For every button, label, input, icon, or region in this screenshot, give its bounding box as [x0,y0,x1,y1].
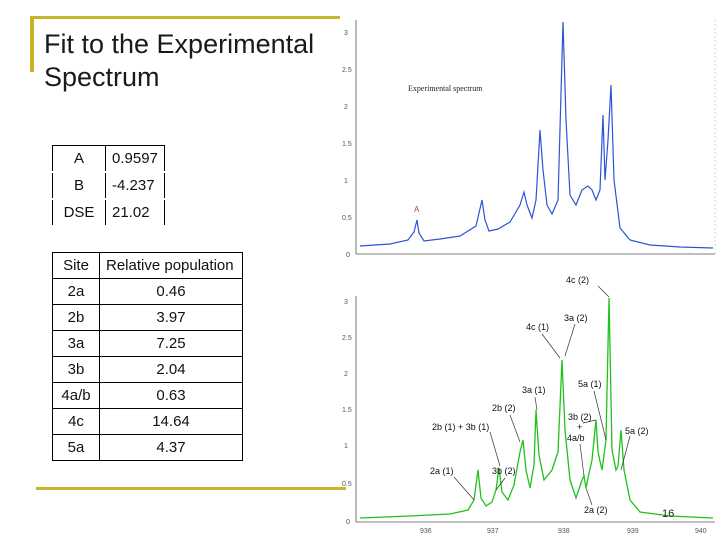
annotation-arrow [489,431,501,467]
top-ytick: 2 [344,104,348,111]
annotation-label: 4c (2) [566,275,589,285]
bottom-ytick: 2.5 [342,335,352,342]
bottom-ytick: 0.5 [342,481,352,488]
relative-population-table: Site Relative population 2a 0.46 2b 3.97… [52,252,243,461]
table-header-row: Site Relative population [52,252,243,279]
title-line-1: Fit to the Experimental [44,29,315,59]
site-cell: 4c [52,408,100,435]
bottom-ytick: 2 [344,371,348,378]
annotation-arrow [579,443,585,477]
top-plot-label: Experimental spectrum [408,84,483,93]
annotation-label: 2a (2) [584,505,608,515]
bottom-xtick: 938 [558,528,570,535]
table-row: DSE 21.02 [52,198,165,227]
site-cell: 2a [52,278,100,305]
annotation-arrow [564,323,576,357]
annotation-arrow [585,487,593,506]
population-cell: 0.63 [99,382,243,409]
site-cell: 3b [52,356,100,383]
annotation-label: 2a (1) [430,466,454,476]
spectra-figure: 3 2.5 2 1.5 1 0.5 0 Experimental spectru… [342,20,716,535]
annotation-label: 3b (2) [568,412,592,422]
site-cell: 4a/b [52,382,100,409]
table-row: 2b 3.97 [52,304,243,331]
param-key: A [52,145,106,173]
top-ytick: 2.5 [342,67,352,74]
fit-parameters-table: A 0.9597 B -4.237 DSE 21.02 [52,145,165,227]
experimental-spectrum-curve [359,21,714,249]
bottom-ytick: 3 [344,299,348,306]
annotation-label: 3a (2) [564,313,588,323]
table-row: A 0.9597 [52,145,165,173]
annotation-label: 2b (2) [492,403,516,413]
bottom-xtick: 936 [420,528,432,535]
param-key: B [52,171,106,200]
annotation-arrow [593,390,607,441]
bottom-xtick: 940 [695,528,707,535]
annotation-label: 4a/b [567,433,585,443]
simulated-spectrum-curve [359,297,714,519]
annotation-label: 5a (2) [625,426,649,436]
bottom-xtick: 939 [627,528,639,535]
param-value: 21.02 [105,198,165,227]
annotation-label: 4c (1) [526,322,549,332]
bottom-ytick: 1 [344,443,348,450]
page-number: 16 [662,508,675,520]
bottom-xtick: 937 [487,528,499,535]
site-cell: 5a [52,434,100,461]
population-cell: 7.25 [99,330,243,357]
annotation-label: 3a (1) [522,385,546,395]
annotation-arrow [597,285,610,298]
population-cell: 4.37 [99,434,243,461]
population-cell: 0.46 [99,278,243,305]
annotation-arrow [509,414,521,443]
table-row: 4c 14.64 [52,408,243,435]
slide-title: Fit to the Experimental Spectrum [44,28,314,94]
top-ytick: 1.5 [342,141,352,148]
top-ytick: 1 [344,178,348,185]
annotation-label: + [577,422,582,432]
table-row: 3b 2.04 [52,356,243,383]
table-row: 3a 7.25 [52,330,243,357]
annotation-arrow [495,477,506,491]
top-ytick: 0.5 [342,215,352,222]
top-ytick: 3 [344,30,348,37]
annotation-label: 5a (1) [578,379,602,389]
table-row: 2a 0.46 [52,278,243,305]
title-accent-vertical [30,16,34,72]
top-plot-marker: A [414,205,420,214]
annotation-label: 2b (1) + 3b (1) [432,422,489,432]
site-cell: 2b [52,304,100,331]
title-accent-horizontal [30,16,340,19]
table-row: B -4.237 [52,171,165,200]
bottom-ytick: 1.5 [342,407,352,414]
param-key: DSE [52,198,106,227]
param-value: -4.237 [105,171,165,200]
annotation-arrow [620,435,631,471]
site-cell: 3a [52,330,100,357]
bottom-ytick: 0 [346,519,350,526]
title-line-2: Spectrum [44,62,160,92]
annotation-arrow [453,476,475,501]
annotation-arrow [541,333,561,359]
table-row: 4a/b 0.63 [52,382,243,409]
annotation-arrow [534,396,538,411]
header-relative-population: Relative population [99,252,243,279]
header-site: Site [52,252,100,279]
population-cell: 3.97 [99,304,243,331]
annotation-label: 3b (2) [492,466,516,476]
bottom-accent-line [36,487,346,490]
annotation-arrow [582,419,597,424]
population-cell: 14.64 [99,408,243,435]
table-row: 5a 4.37 [52,434,243,461]
top-ytick: 0 [346,252,350,259]
population-cell: 2.04 [99,356,243,383]
param-value: 0.9597 [105,145,165,173]
